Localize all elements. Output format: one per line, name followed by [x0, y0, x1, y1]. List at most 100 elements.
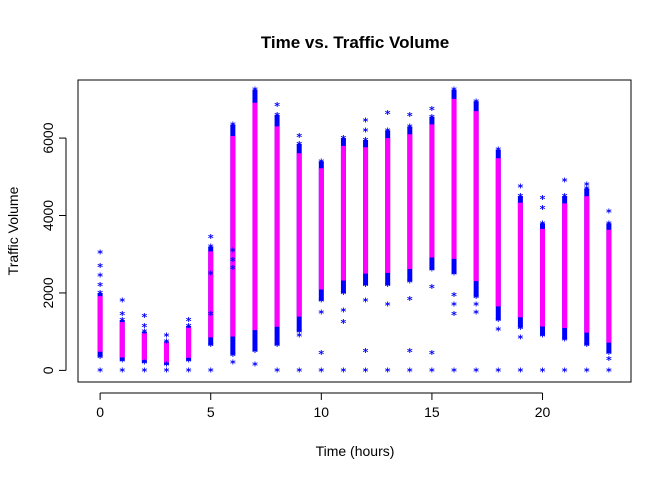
data-point-hour-1-min: * [119, 356, 125, 369]
data-point-hour-11-max: * [341, 133, 347, 146]
data-point-hour-17-max: * [473, 96, 479, 109]
data-point-hour-16-outlier-3: * [451, 290, 457, 303]
data-point-hour-11-outlier-2: * [341, 305, 347, 318]
y-tick-label-2000: 2000 [40, 277, 56, 308]
data-point-hour-13-min: * [385, 280, 391, 293]
data-point-hour-5-max: * [208, 241, 214, 254]
data-point-hour-23-outlier-2: * [606, 207, 612, 220]
data-point-hour-16-outlier-0: * [451, 365, 457, 378]
x-tick-label-5: 5 [207, 404, 215, 420]
data-point-hour-16-outlier-1: * [451, 309, 457, 322]
data-point-hour-13-max: * [385, 125, 391, 138]
data-point-hour-22-min: * [584, 340, 590, 353]
data-point-hour-22-outlier-1: * [584, 180, 590, 193]
data-point-hour-6-min: * [230, 350, 236, 363]
data-point-hour-5-outlier-2: * [208, 269, 214, 282]
data-marks: * * * * * * * * * * * * * * * * * * * * * * * * * * * * * * * * * * * * * * * *… [97, 85, 612, 379]
data-point-hour-15-max: * [429, 112, 435, 125]
data-point-hour-9-max: * [296, 139, 302, 152]
data-point-hour-9-outlier-0: * [296, 365, 302, 378]
data-point-hour-21-outlier-0: * [562, 365, 568, 378]
data-point-hour-4-min: * [186, 356, 192, 369]
data-point-hour-15-outlier-3: * [429, 104, 435, 117]
data-point-hour-5-outlier-3: * [208, 232, 214, 245]
data-point-hour-15-min: * [429, 265, 435, 278]
x-tick-label-15: 15 [424, 404, 440, 420]
y-axis: 0 2000 4000 6000 [40, 122, 67, 374]
data-point-hour-6-outlier-2: * [230, 255, 236, 268]
data-point-hour-10-outlier-2: * [318, 307, 324, 320]
data-point-hour-23-outlier-0: * [606, 365, 612, 378]
data-point-hour-14-max: * [407, 121, 413, 134]
data-point-hour-19-outlier-2: * [518, 181, 524, 194]
y-tick-label-0: 0 [40, 366, 56, 374]
data-point-hour-3-outlier-0: * [164, 365, 170, 378]
data-point-hour-3-outlier-1: * [164, 331, 170, 344]
chart-title: Time vs. Traffic Volume [261, 33, 449, 52]
data-point-hour-23-outlier-1: * [606, 354, 612, 367]
data-point-hour-7-max: * [252, 85, 258, 98]
data-point-hour-17-outlier-1: * [473, 307, 479, 320]
data-point-hour-14-outlier-3: * [407, 110, 413, 123]
data-point-hour-6-max: * [230, 120, 236, 133]
data-point-hour-7-min: * [252, 346, 258, 359]
data-point-hour-15-outlier-2: * [429, 282, 435, 295]
data-point-hour-2-min: * [141, 358, 147, 371]
x-tick-label-10: 10 [314, 404, 330, 420]
data-point-hour-12-outlier-1: * [363, 346, 369, 359]
data-point-hour-2-outlier-0: * [141, 365, 147, 378]
data-point-hour-19-min: * [518, 323, 524, 336]
data-point-hour-5-outlier-0: * [208, 365, 214, 378]
data-point-hour-2-outlier-1: * [141, 321, 147, 334]
data-point-hour-20-max: * [540, 218, 546, 231]
data-point-hour-5-outlier-1: * [208, 309, 214, 322]
data-point-hour-8-max: * [274, 110, 280, 123]
y-axis-label: Traffic Volume [5, 186, 21, 275]
x-tick-label-0: 0 [96, 404, 104, 420]
data-point-hour-0-min: * [97, 352, 103, 365]
data-point-hour-7-outlier-0: * [252, 360, 258, 373]
data-point-hour-11-min: * [341, 288, 347, 301]
data-point-hour-12-max: * [363, 135, 369, 148]
data-point-hour-19-outlier-0: * [518, 365, 524, 378]
data-point-hour-10-outlier-1: * [318, 348, 324, 361]
data-point-hour-17-outlier-0: * [473, 365, 479, 378]
data-point-hour-0-outlier-0: * [97, 365, 103, 378]
data-point-hour-20-outlier-0: * [540, 365, 546, 378]
data-point-hour-0-outlier-2: * [97, 271, 103, 284]
data-point-hour-9-outlier-1: * [296, 331, 302, 344]
data-point-hour-3-min: * [164, 360, 170, 373]
data-point-hour-4-outlier-0: * [186, 365, 192, 378]
plot-frame [77, 79, 632, 383]
data-point-hour-2-max: * [141, 327, 147, 340]
data-point-hour-17-outlier-2: * [473, 300, 479, 313]
data-point-hour-21-outlier-1: * [562, 176, 568, 189]
y-tick-label-6000: 6000 [40, 122, 56, 153]
data-point-hour-0-outlier-3: * [97, 261, 103, 274]
data-point-hour-11-outlier-0: * [341, 365, 347, 378]
data-point-hour-20-outlier-2: * [540, 193, 546, 206]
data-point-hour-23-max: * [606, 218, 612, 231]
data-point-hour-1-outlier-2: * [119, 296, 125, 309]
data-point-hour-6-outlier-1: * [230, 263, 236, 276]
data-point-hour-0-max: * [97, 288, 103, 301]
data-point-hour-12-min: * [363, 280, 369, 293]
data-point-hour-19-max: * [518, 191, 524, 204]
data-point-hour-15-outlier-0: * [429, 365, 435, 378]
data-point-hour-8-min: * [274, 340, 280, 353]
data-point-hour-22-outlier-0: * [584, 365, 590, 378]
data-point-hour-5-min: * [208, 340, 214, 353]
data-point-hour-12-outlier-2: * [363, 296, 369, 309]
data-point-hour-16-max: * [451, 85, 457, 98]
x-axis: 0 5 10 15 20 [96, 392, 551, 420]
data-point-hour-14-outlier-1: * [407, 346, 413, 359]
data-point-hour-17-min: * [473, 292, 479, 305]
data-point-hour-20-outlier-1: * [540, 203, 546, 216]
y-tick-label-4000: 4000 [40, 200, 56, 231]
data-point-hour-9-outlier-2: * [296, 131, 302, 144]
data-point-hour-4-outlier-1: * [186, 315, 192, 328]
data-point-hour-0-outlier-1: * [97, 280, 103, 293]
data-point-hour-12-outlier-3: * [363, 125, 369, 138]
data-point-hour-13-outlier-1: * [385, 300, 391, 313]
